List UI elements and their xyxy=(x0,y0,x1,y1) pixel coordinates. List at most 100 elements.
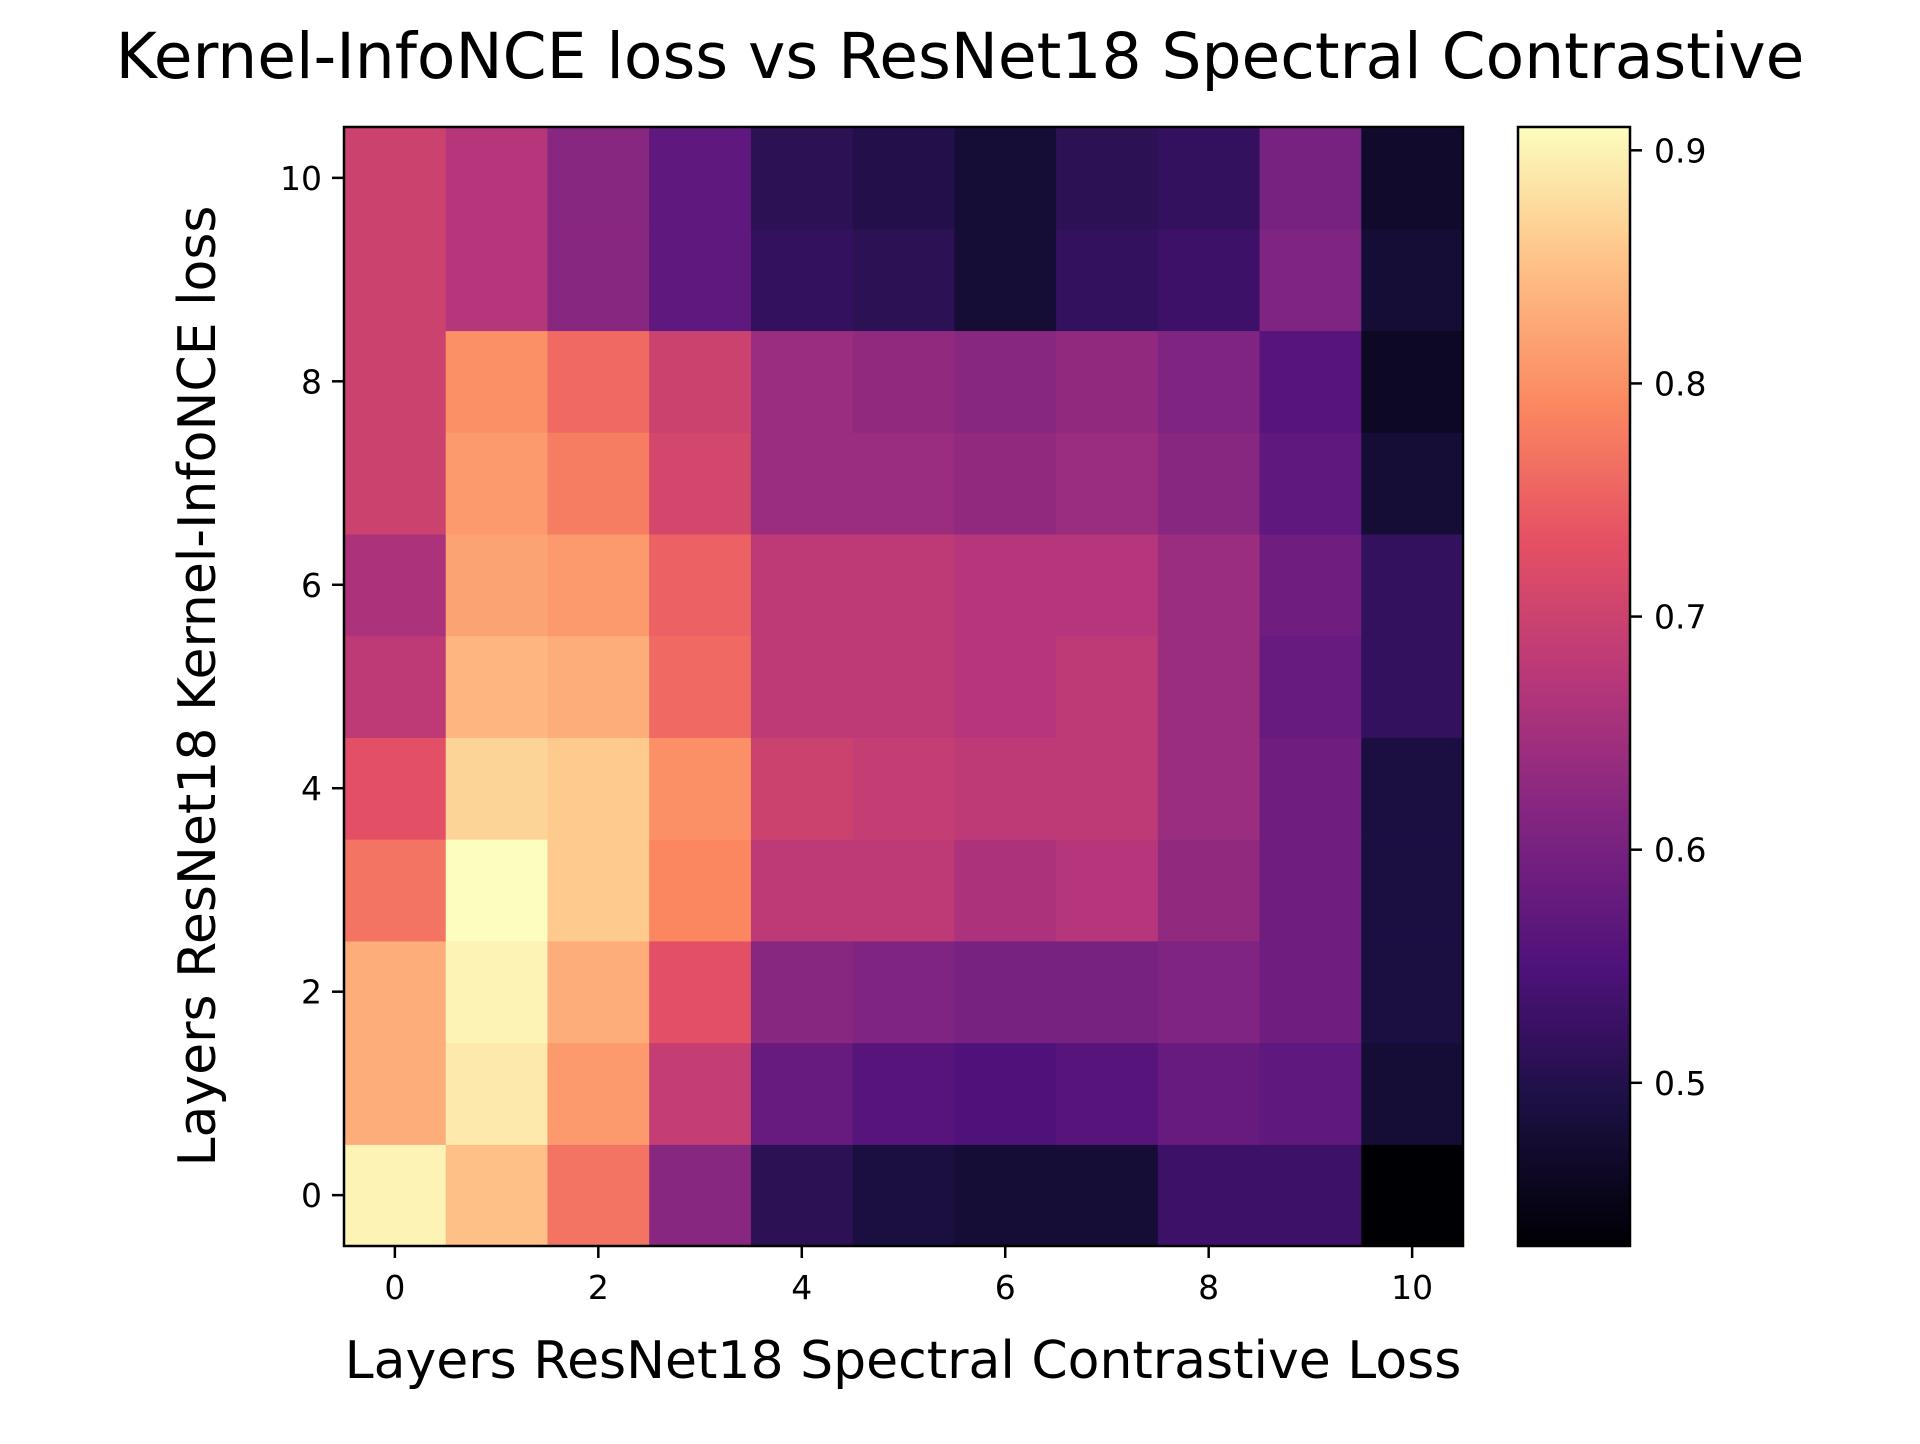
heatmap-cell xyxy=(1157,533,1261,637)
heatmap-cell xyxy=(852,533,955,637)
heatmap-cell xyxy=(1259,940,1362,1044)
heatmap-cell xyxy=(1056,330,1159,433)
heatmap-cell xyxy=(649,839,752,942)
heatmap-cell xyxy=(1056,737,1159,840)
colorbar-tick-label: 0.8 xyxy=(1654,364,1706,403)
heatmap-cell xyxy=(750,635,854,738)
heatmap-cell xyxy=(1056,940,1159,1044)
heatmap-cell xyxy=(1259,127,1362,230)
heatmap-cell xyxy=(1259,432,1362,535)
colorbar-tick-label: 0.6 xyxy=(1654,831,1706,870)
x-axis-ticks: 0 2 4 6 8 10 xyxy=(384,1246,1433,1307)
heatmap-cell xyxy=(750,533,854,637)
heatmap-cell xyxy=(1157,330,1261,433)
heatmap-cell xyxy=(1157,1042,1261,1145)
heatmap-cell xyxy=(547,330,650,433)
x-tick-label: 10 xyxy=(1391,1268,1433,1307)
heatmap-cell xyxy=(1056,533,1159,637)
heatmap-cell xyxy=(750,839,854,942)
heatmap-cell xyxy=(344,330,447,433)
heatmap-cell xyxy=(344,1042,447,1145)
x-tick-label: 8 xyxy=(1198,1268,1219,1307)
heatmap-cell xyxy=(649,533,752,637)
heatmap-cell xyxy=(1361,533,1464,637)
heatmap-cell xyxy=(954,839,1057,942)
heatmap-cell xyxy=(547,228,650,332)
heatmap-cell xyxy=(1157,940,1261,1044)
heatmap-cell xyxy=(344,127,447,230)
heatmap-cell xyxy=(344,940,447,1044)
colorbar-tick-label: 0.9 xyxy=(1654,131,1706,170)
chart-title: Kernel-InfoNCE loss vs ResNet18 Spectral… xyxy=(116,20,1805,93)
heatmap-cell xyxy=(750,737,854,840)
heatmap-cell xyxy=(547,737,650,840)
heatmap-cell xyxy=(750,127,854,230)
colorbar-tick-label: 0.7 xyxy=(1654,598,1706,637)
heatmap-cell xyxy=(1361,330,1464,433)
colorbar xyxy=(1518,127,1630,1246)
heatmap-cell xyxy=(547,1042,650,1145)
heatmap-cell xyxy=(344,533,447,637)
heatmap-cell xyxy=(1259,1042,1362,1145)
heatmap-cell xyxy=(1056,1144,1159,1247)
heatmap-cell xyxy=(445,127,549,230)
heatmap-cell xyxy=(750,330,854,433)
heatmap-cell xyxy=(649,635,752,738)
heatmap-cell xyxy=(750,228,854,332)
heatmap-cell xyxy=(1259,533,1362,637)
heatmap-cell xyxy=(750,1042,854,1145)
y-tick-label: 10 xyxy=(280,159,322,198)
y-tick-label: 6 xyxy=(301,566,322,605)
heatmap-cell xyxy=(445,635,549,738)
heatmap-cell xyxy=(852,635,955,738)
heatmap-cell xyxy=(649,330,752,433)
heatmap-cell xyxy=(1259,228,1362,332)
heatmap-cell xyxy=(547,1144,650,1247)
heatmap-cell xyxy=(954,127,1057,230)
heatmap-cell xyxy=(1056,839,1159,942)
heatmap-cell xyxy=(852,330,955,433)
heatmap-cell xyxy=(344,737,447,840)
heatmap-cell xyxy=(547,127,650,230)
heatmap-cell xyxy=(547,839,650,942)
heatmap-cell xyxy=(852,432,955,535)
heatmap-cell xyxy=(1157,839,1261,942)
colorbar-frame xyxy=(1516,125,1632,1248)
heatmap-cell xyxy=(445,228,549,332)
y-tick-label: 8 xyxy=(301,362,322,401)
heatmap-cell xyxy=(852,1144,955,1247)
heatmap-cell xyxy=(852,839,955,942)
heatmap-cell xyxy=(750,940,854,1044)
y-axis-label: Layers ResNet18 Kernel-InfoNCE loss xyxy=(168,205,228,1166)
heatmap-cell xyxy=(852,228,955,332)
heatmap-cell xyxy=(954,228,1057,332)
heatmap-cell xyxy=(1259,1144,1362,1247)
heatmap-cell xyxy=(445,330,549,433)
plot-frame xyxy=(342,125,1465,1248)
heatmap-cell xyxy=(1157,737,1261,840)
heatmap-cell xyxy=(1157,127,1261,230)
heatmap-cell xyxy=(1157,635,1261,738)
heatmap-cell xyxy=(954,1144,1057,1247)
heatmap-cell xyxy=(1361,635,1464,738)
heatmap-cell xyxy=(1259,330,1362,433)
heatmap-cell xyxy=(852,1042,955,1145)
heatmap-cell xyxy=(954,533,1057,637)
heatmap-cell xyxy=(649,228,752,332)
heatmap-cell xyxy=(1157,1144,1261,1247)
y-axis-ticks: 0 2 4 6 8 10 xyxy=(280,159,344,1215)
heatmap-cell xyxy=(750,432,854,535)
heatmap-cell xyxy=(1056,1042,1159,1145)
y-tick-label: 2 xyxy=(301,973,322,1012)
heatmap-cell xyxy=(649,127,752,230)
heatmap-cell xyxy=(852,737,955,840)
heatmap-cell xyxy=(1056,432,1159,535)
heatmap-cell xyxy=(954,1042,1057,1145)
x-tick-label: 4 xyxy=(791,1268,812,1307)
heatmap-cell xyxy=(547,533,650,637)
x-tick-label: 0 xyxy=(384,1268,405,1307)
heatmap-cell xyxy=(344,228,447,332)
heatmap-cell xyxy=(445,1144,549,1247)
